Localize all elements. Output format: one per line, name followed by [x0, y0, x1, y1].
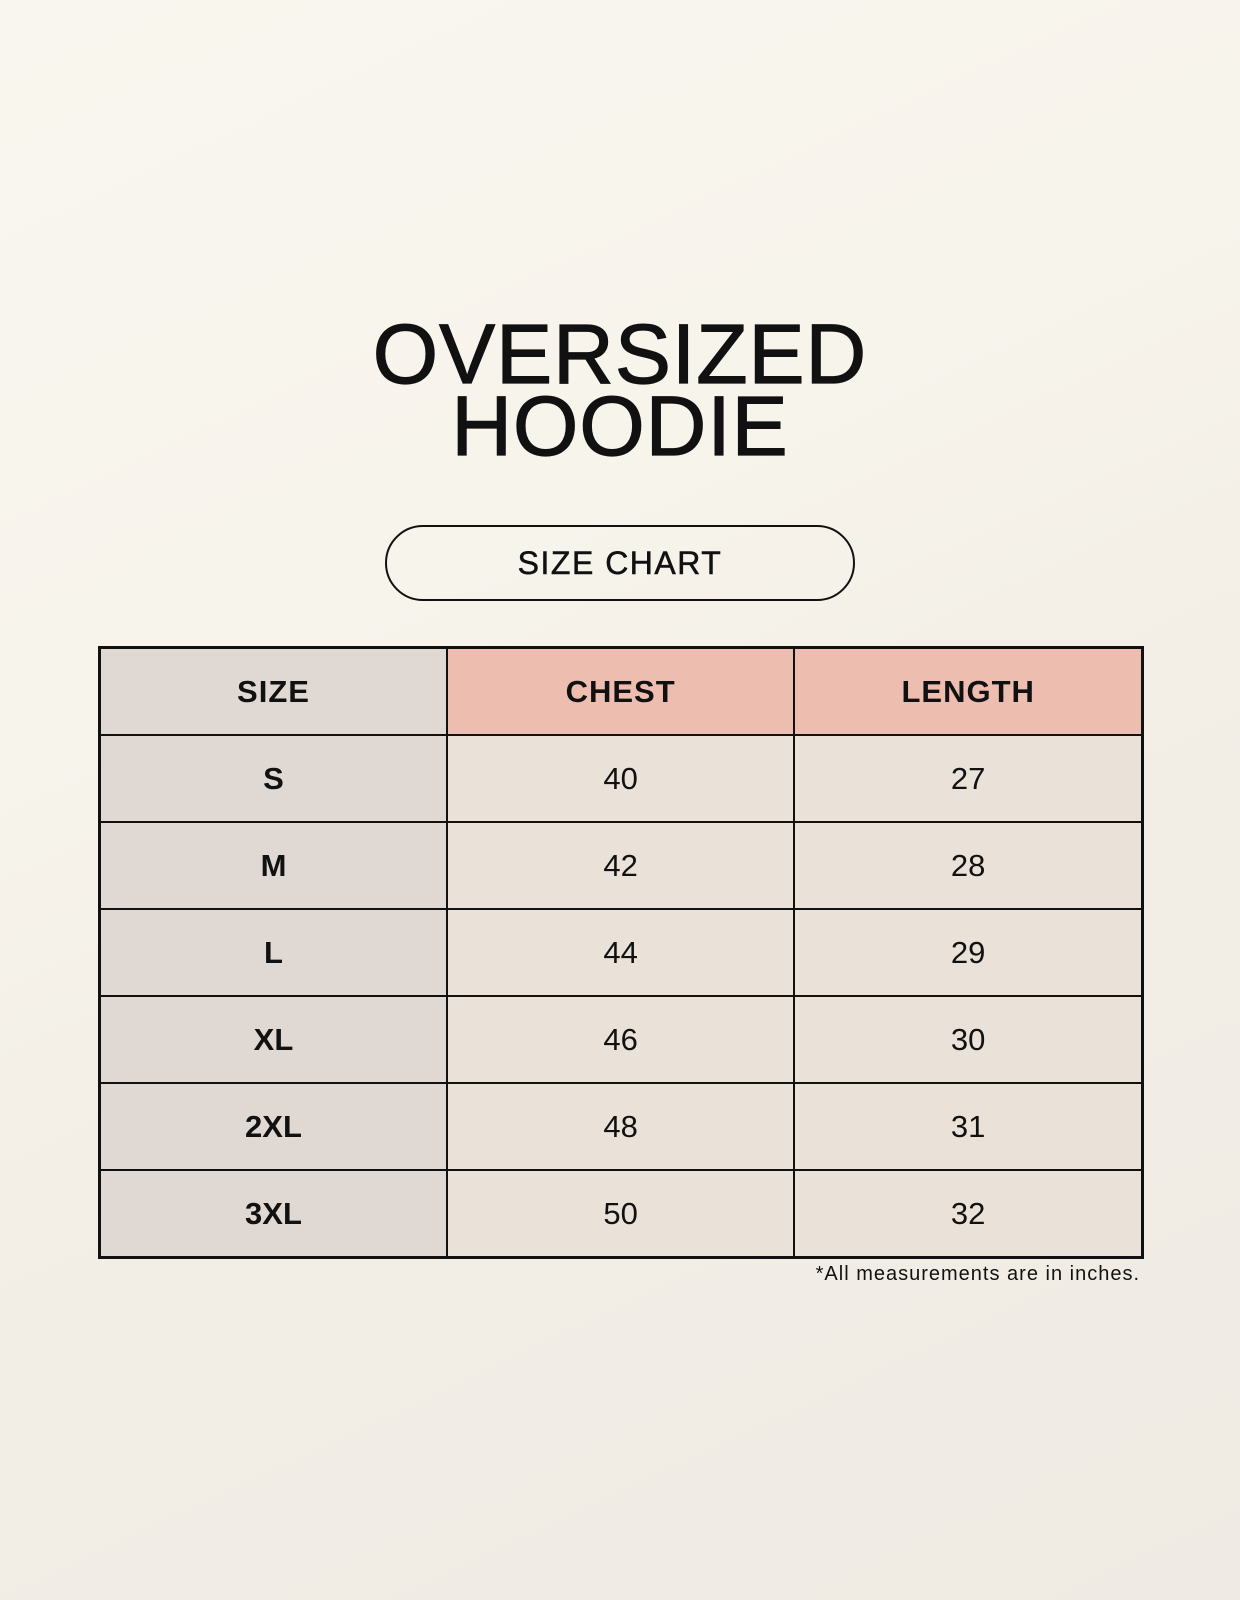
table-row: S 40 27 — [98, 734, 1144, 823]
length-cell: 29 — [793, 908, 1144, 997]
table-row: 2XL 48 31 — [98, 1082, 1144, 1171]
size-chart-badge: SIZE CHART — [385, 525, 855, 601]
size-cell: S — [98, 734, 448, 823]
length-cell: 27 — [793, 734, 1144, 823]
size-table: SIZE CHEST LENGTH S 40 27 M 42 28 L 44 29 XL 46… — [98, 646, 1144, 1259]
table-row: L 44 29 — [98, 908, 1144, 997]
size-cell: 2XL — [98, 1082, 448, 1171]
table-row: XL 46 30 — [98, 995, 1144, 1084]
chest-cell: 40 — [445, 734, 796, 823]
size-cell: M — [98, 821, 448, 910]
header-length: LENGTH — [793, 646, 1144, 736]
title-line-1: OVERSIZED — [372, 307, 868, 401]
chest-cell: 42 — [445, 821, 796, 910]
chest-cell: 46 — [445, 995, 796, 1084]
table-row: 3XL 50 32 — [98, 1169, 1144, 1259]
size-cell: L — [98, 908, 448, 997]
chest-cell: 48 — [445, 1082, 796, 1171]
length-cell: 30 — [793, 995, 1144, 1084]
page-title: OVERSIZED HOODIE — [0, 307, 1240, 473]
measurement-note: *All measurements are in inches. — [815, 1263, 1140, 1285]
title-line-2: HOODIE — [451, 379, 789, 473]
table-header-row: SIZE CHEST LENGTH — [98, 646, 1144, 736]
size-cell: 3XL — [98, 1169, 448, 1259]
size-cell: XL — [98, 995, 448, 1084]
header-size: SIZE — [98, 646, 448, 736]
length-cell: 28 — [793, 821, 1144, 910]
chest-cell: 50 — [445, 1169, 796, 1259]
length-cell: 31 — [793, 1082, 1144, 1171]
table-row: M 42 28 — [98, 821, 1144, 910]
chest-cell: 44 — [445, 908, 796, 997]
length-cell: 32 — [793, 1169, 1144, 1259]
header-chest: CHEST — [445, 646, 796, 736]
